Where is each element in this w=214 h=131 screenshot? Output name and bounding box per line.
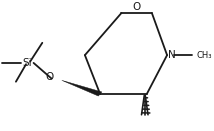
Text: Si: Si [22, 58, 32, 68]
Polygon shape [62, 80, 102, 96]
Text: CH₃: CH₃ [196, 51, 212, 60]
Text: N: N [168, 50, 176, 60]
Text: O: O [132, 2, 141, 12]
Text: O: O [45, 72, 54, 82]
